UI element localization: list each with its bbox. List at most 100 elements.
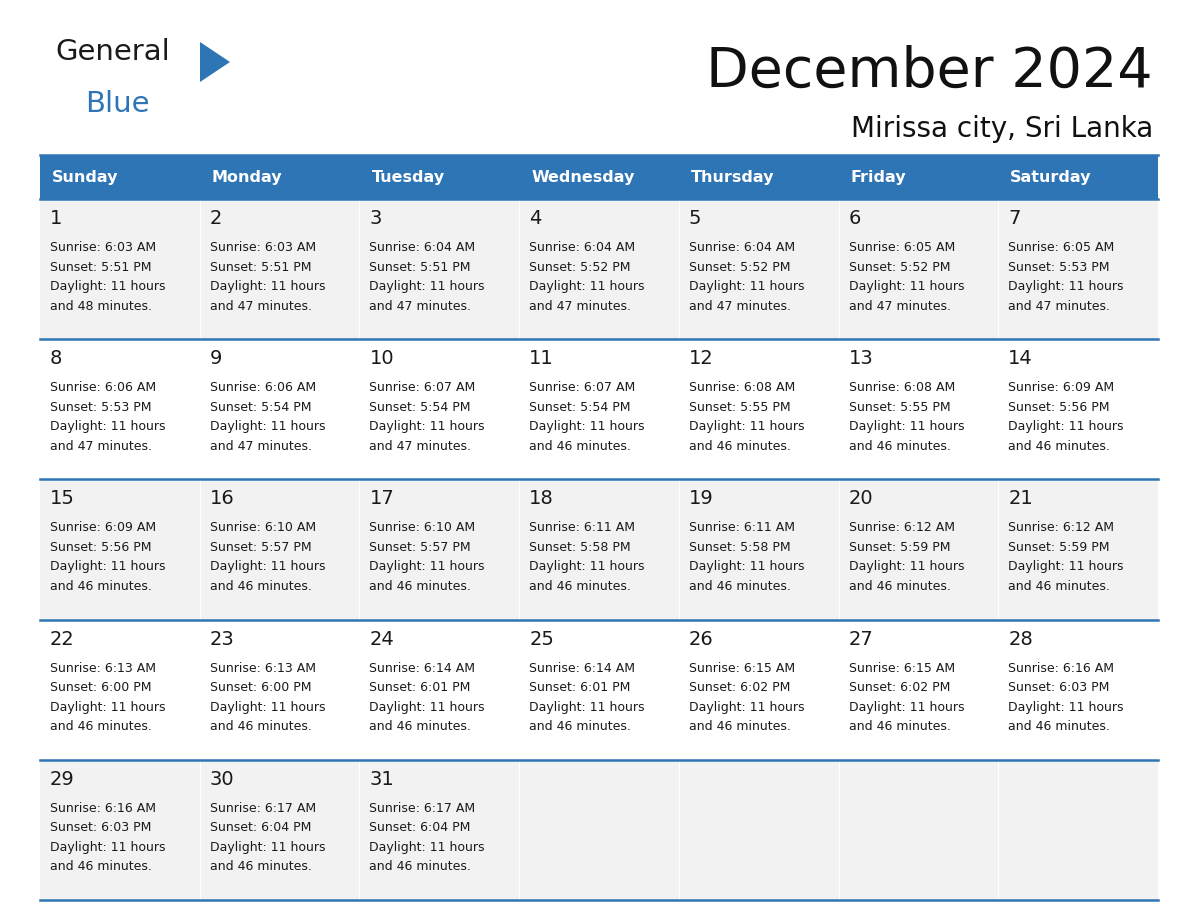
Text: 8: 8 (50, 349, 63, 368)
Text: December 2024: December 2024 (707, 45, 1154, 99)
Text: and 46 minutes.: and 46 minutes. (50, 860, 152, 873)
Text: Wednesday: Wednesday (531, 170, 634, 185)
Text: Sunrise: 6:08 AM: Sunrise: 6:08 AM (848, 381, 955, 394)
Text: Sunrise: 6:03 AM: Sunrise: 6:03 AM (210, 241, 316, 254)
Text: 21: 21 (1009, 489, 1034, 509)
Text: Sunset: 5:57 PM: Sunset: 5:57 PM (369, 541, 472, 554)
Text: 15: 15 (50, 489, 75, 509)
Text: Sunset: 6:02 PM: Sunset: 6:02 PM (689, 681, 790, 694)
Text: Daylight: 11 hours: Daylight: 11 hours (689, 700, 804, 713)
Text: 1: 1 (50, 209, 63, 228)
Text: and 47 minutes.: and 47 minutes. (529, 299, 631, 312)
Text: Sunrise: 6:15 AM: Sunrise: 6:15 AM (689, 662, 795, 675)
Text: Sunrise: 6:04 AM: Sunrise: 6:04 AM (529, 241, 636, 254)
Bar (40, 155, 200, 199)
Text: Thursday: Thursday (691, 170, 775, 185)
Text: Sunrise: 6:10 AM: Sunrise: 6:10 AM (210, 521, 316, 534)
Text: Daylight: 11 hours: Daylight: 11 hours (689, 280, 804, 293)
Text: Blue: Blue (86, 90, 150, 118)
Text: Sunrise: 6:17 AM: Sunrise: 6:17 AM (369, 801, 475, 815)
Bar (40, 339, 200, 479)
Text: 24: 24 (369, 630, 394, 649)
Bar (200, 479, 360, 620)
Text: Sunset: 5:55 PM: Sunset: 5:55 PM (848, 400, 950, 414)
Text: Sunset: 5:51 PM: Sunset: 5:51 PM (369, 261, 470, 274)
Bar (839, 760, 998, 900)
Text: and 46 minutes.: and 46 minutes. (848, 720, 950, 733)
Bar (200, 620, 360, 760)
Text: and 46 minutes.: and 46 minutes. (369, 580, 472, 593)
Text: 19: 19 (689, 489, 714, 509)
Text: and 46 minutes.: and 46 minutes. (689, 720, 791, 733)
Bar (998, 339, 1158, 479)
Text: Daylight: 11 hours: Daylight: 11 hours (848, 280, 965, 293)
Text: and 46 minutes.: and 46 minutes. (1009, 720, 1110, 733)
Text: Daylight: 11 hours: Daylight: 11 hours (210, 560, 326, 574)
Text: 30: 30 (210, 770, 234, 789)
Bar (839, 339, 998, 479)
Text: Sunset: 6:00 PM: Sunset: 6:00 PM (50, 681, 152, 694)
Text: and 46 minutes.: and 46 minutes. (848, 440, 950, 453)
Text: 3: 3 (369, 209, 381, 228)
Text: Daylight: 11 hours: Daylight: 11 hours (529, 280, 645, 293)
Text: Daylight: 11 hours: Daylight: 11 hours (210, 841, 326, 854)
Text: 29: 29 (50, 770, 75, 789)
Bar (678, 339, 839, 479)
Bar (200, 760, 360, 900)
Bar (678, 760, 839, 900)
Text: Sunset: 6:03 PM: Sunset: 6:03 PM (50, 822, 151, 834)
Text: Sunset: 5:52 PM: Sunset: 5:52 PM (529, 261, 631, 274)
Text: Sunset: 6:04 PM: Sunset: 6:04 PM (210, 822, 311, 834)
Text: and 46 minutes.: and 46 minutes. (529, 440, 631, 453)
Bar (839, 620, 998, 760)
Text: Daylight: 11 hours: Daylight: 11 hours (1009, 420, 1124, 433)
Bar (519, 620, 678, 760)
Text: Sunset: 5:56 PM: Sunset: 5:56 PM (50, 541, 152, 554)
Bar (519, 155, 678, 199)
Text: Daylight: 11 hours: Daylight: 11 hours (529, 560, 645, 574)
Text: Sunrise: 6:11 AM: Sunrise: 6:11 AM (529, 521, 636, 534)
Text: Sunset: 5:54 PM: Sunset: 5:54 PM (210, 400, 311, 414)
Bar (40, 479, 200, 620)
Text: Sunrise: 6:16 AM: Sunrise: 6:16 AM (1009, 662, 1114, 675)
Text: Daylight: 11 hours: Daylight: 11 hours (848, 420, 965, 433)
Bar (519, 199, 678, 339)
Text: Sunrise: 6:09 AM: Sunrise: 6:09 AM (1009, 381, 1114, 394)
Text: and 47 minutes.: and 47 minutes. (848, 299, 950, 312)
Text: 5: 5 (689, 209, 701, 228)
Bar (40, 760, 200, 900)
Text: Sunset: 5:56 PM: Sunset: 5:56 PM (1009, 400, 1110, 414)
Text: Friday: Friday (851, 170, 906, 185)
Text: Mirissa city, Sri Lanka: Mirissa city, Sri Lanka (851, 115, 1154, 143)
Bar (678, 479, 839, 620)
Text: Daylight: 11 hours: Daylight: 11 hours (1009, 280, 1124, 293)
Text: Sunset: 5:51 PM: Sunset: 5:51 PM (210, 261, 311, 274)
Text: 17: 17 (369, 489, 394, 509)
Bar (200, 155, 360, 199)
Text: Sunset: 6:01 PM: Sunset: 6:01 PM (369, 681, 470, 694)
Text: Monday: Monday (211, 170, 283, 185)
Text: 2: 2 (210, 209, 222, 228)
Text: Daylight: 11 hours: Daylight: 11 hours (848, 700, 965, 713)
Text: and 46 minutes.: and 46 minutes. (210, 720, 311, 733)
Text: Sunrise: 6:07 AM: Sunrise: 6:07 AM (369, 381, 475, 394)
Text: Daylight: 11 hours: Daylight: 11 hours (529, 420, 645, 433)
Text: Sunrise: 6:14 AM: Sunrise: 6:14 AM (369, 662, 475, 675)
Text: Sunset: 5:59 PM: Sunset: 5:59 PM (1009, 541, 1110, 554)
Text: 25: 25 (529, 630, 554, 649)
Text: Sunset: 5:52 PM: Sunset: 5:52 PM (848, 261, 950, 274)
Text: Sunset: 5:53 PM: Sunset: 5:53 PM (1009, 261, 1110, 274)
Bar (360, 199, 519, 339)
Text: Sunset: 5:55 PM: Sunset: 5:55 PM (689, 400, 790, 414)
Text: and 46 minutes.: and 46 minutes. (50, 720, 152, 733)
Text: Daylight: 11 hours: Daylight: 11 hours (1009, 560, 1124, 574)
Text: 28: 28 (1009, 630, 1034, 649)
Text: and 47 minutes.: and 47 minutes. (210, 299, 311, 312)
Text: Sunset: 5:54 PM: Sunset: 5:54 PM (369, 400, 470, 414)
Text: Sunset: 6:03 PM: Sunset: 6:03 PM (1009, 681, 1110, 694)
Text: 14: 14 (1009, 349, 1034, 368)
Bar (839, 199, 998, 339)
Text: Sunrise: 6:13 AM: Sunrise: 6:13 AM (210, 662, 316, 675)
Text: Sunrise: 6:09 AM: Sunrise: 6:09 AM (50, 521, 156, 534)
Text: Sunrise: 6:04 AM: Sunrise: 6:04 AM (689, 241, 795, 254)
